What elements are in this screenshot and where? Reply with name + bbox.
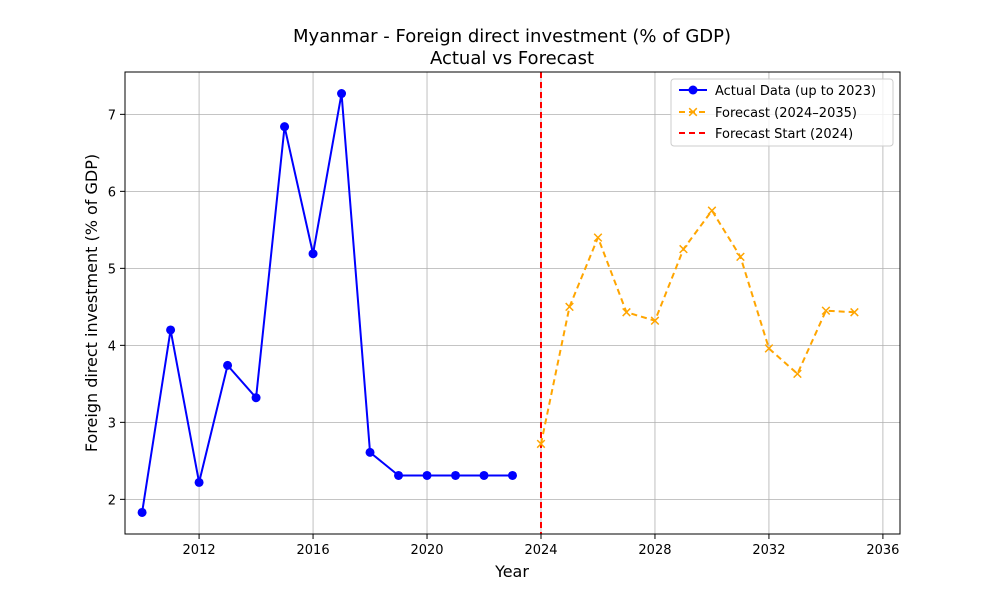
actual-point [194, 477, 204, 487]
actual-point [451, 470, 461, 480]
legend-x-marker [688, 107, 698, 117]
forecast-point [736, 252, 745, 262]
x-tick-label: 2016 [297, 543, 330, 558]
x-tick-label: 2020 [410, 543, 443, 558]
y-axis-ticks: 2 3 4 5 6 7 [108, 108, 125, 508]
actual-point [223, 360, 233, 370]
legend-marker-actual [688, 85, 698, 95]
forecast-series [536, 206, 859, 449]
x-tick-label: 2036 [866, 543, 899, 558]
actual-point [137, 507, 147, 517]
y-tick-label: 6 [108, 185, 116, 200]
actual-point [422, 470, 432, 480]
x-axis-label: Year [494, 562, 529, 581]
x-tick-label: 2012 [183, 543, 216, 558]
forecast-point [850, 307, 859, 317]
x-tick-label: 2032 [752, 543, 785, 558]
forecast-point [764, 344, 774, 353]
actual-point [479, 470, 489, 480]
y-tick-label: 7 [108, 108, 116, 123]
plot-area [125, 72, 900, 534]
x-axis-ticks: 2012 2016 2020 2024 2028 2032 2036 [183, 534, 899, 558]
plot-frame [124, 71, 901, 535]
forecast-point [679, 244, 688, 254]
actual-point [308, 249, 318, 259]
actual-point [365, 447, 375, 457]
y-tick-label: 5 [108, 262, 116, 277]
actual-point [251, 393, 261, 403]
legend-box [670, 78, 894, 147]
forecast-line [540, 209, 855, 445]
y-tick-label: 2 [108, 493, 116, 508]
actual-point [508, 470, 517, 480]
chart-title: Myanmar - Foreign direct investment (% o… [293, 26, 731, 47]
forecast-point [565, 302, 574, 312]
x-tick-label: 2028 [638, 543, 671, 558]
forecast-point [536, 439, 546, 449]
legend-label-actual: Actual Data (up to 2023) [715, 84, 876, 99]
forecast-point [622, 307, 631, 317]
legend-label-forecast-start: Forecast Start (2024) [715, 127, 853, 142]
data-series [137, 89, 859, 517]
actual-point [166, 325, 176, 335]
actual-point [280, 122, 290, 132]
actual-point [337, 89, 347, 99]
forecast-point [593, 233, 603, 242]
legend: Actual Data (up to 2023) Forecast (2024–… [670, 78, 894, 147]
forecast-point [707, 206, 717, 215]
actual-point [394, 470, 404, 480]
y-tick-label: 4 [108, 339, 116, 354]
y-tick-label: 3 [108, 416, 116, 431]
forecast-point [793, 369, 802, 379]
chart-subtitle: Actual vs Forecast [430, 48, 594, 69]
x-tick-label: 2024 [524, 543, 557, 558]
y-axis-label: Foreign direct investment (% of GDP) [82, 154, 101, 452]
legend-label-forecast: Forecast (2024–2035) [715, 106, 857, 121]
forecast-point [821, 306, 831, 316]
grid-lines [125, 72, 900, 534]
forecast-point [650, 316, 660, 326]
actual-line [141, 92, 513, 513]
legend-marker-forecast [688, 107, 698, 117]
actual-series [137, 89, 517, 517]
